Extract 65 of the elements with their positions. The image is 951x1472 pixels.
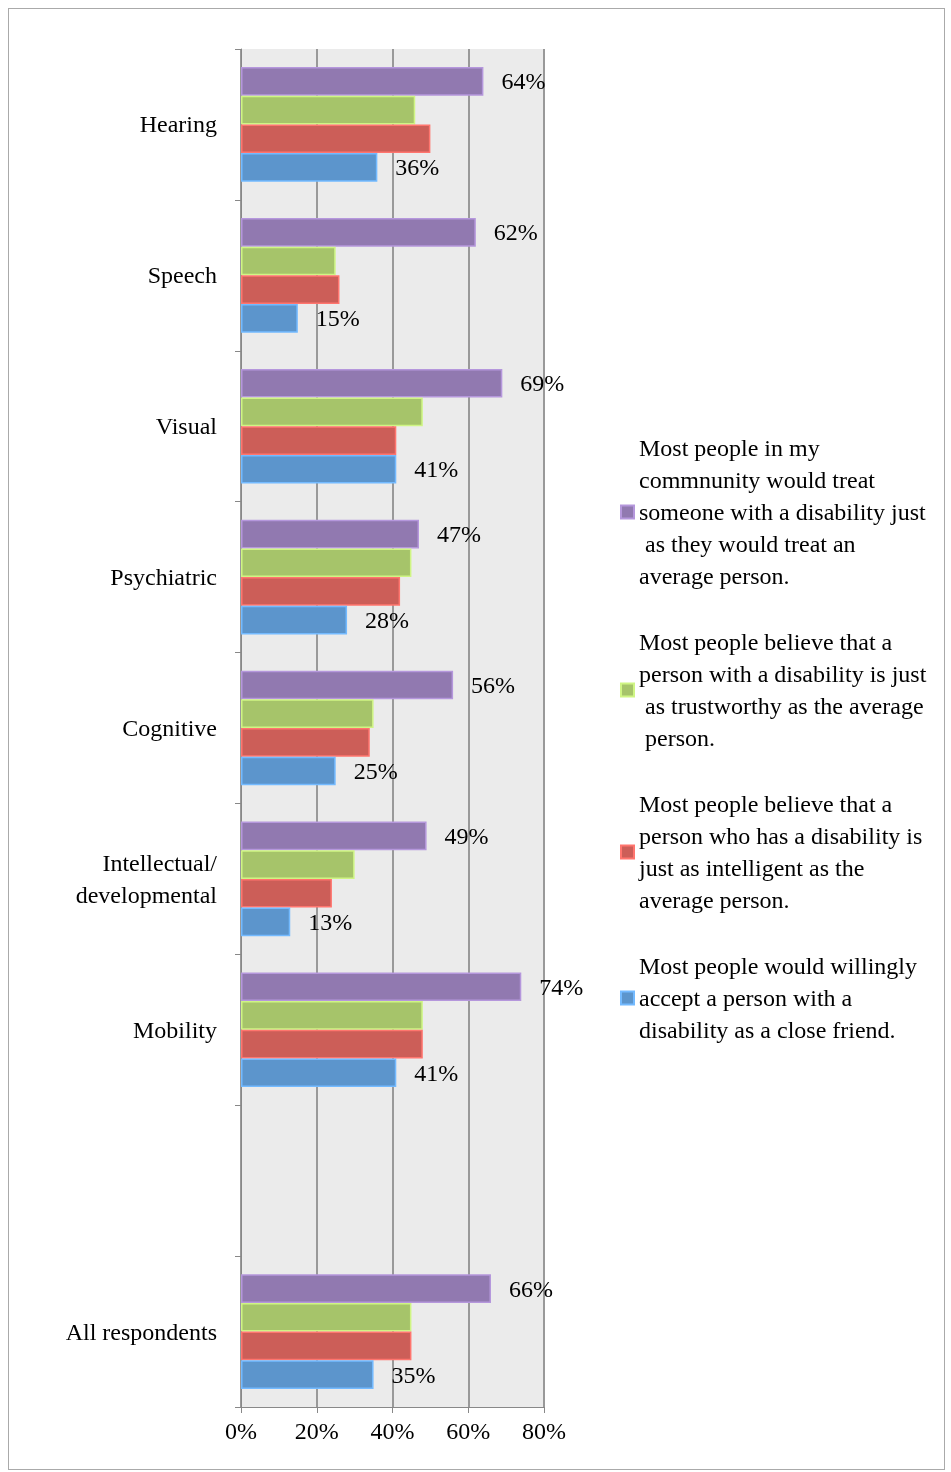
legend-label: Most people would willingly accept a person with a disability as a close friend. <box>639 953 923 1043</box>
bar <box>241 1058 397 1088</box>
data-label: 35% <box>391 1361 436 1388</box>
y-tick-label: Mobility <box>132 1016 217 1043</box>
data-label: 41% <box>414 456 459 483</box>
data-label: 47% <box>437 521 482 548</box>
data-label: 66% <box>508 1275 553 1302</box>
data-label: 36% <box>395 154 440 181</box>
data-label: 69% <box>520 370 565 397</box>
y-tick-label: Speech <box>147 262 217 289</box>
y-tick-label: Visual <box>155 413 218 440</box>
bar <box>241 368 503 398</box>
y-tick-label: Intellectual/ developmental <box>75 849 218 908</box>
data-label: 62% <box>493 219 538 246</box>
bar <box>241 519 420 549</box>
bar <box>241 548 412 578</box>
bar <box>241 304 298 333</box>
x-tick-label: 60% <box>446 1418 491 1444</box>
bar <box>241 275 340 304</box>
bar <box>241 1274 491 1303</box>
bar <box>241 218 476 247</box>
data-label: 56% <box>471 672 516 698</box>
x-tick-label: 40% <box>370 1418 415 1444</box>
bar <box>241 821 427 851</box>
y-tick-label: Hearing <box>139 111 217 138</box>
bar <box>241 972 522 1002</box>
bar <box>241 878 332 908</box>
bar <box>241 397 423 427</box>
data-label: 28% <box>365 607 410 634</box>
bar <box>241 1331 412 1361</box>
bar <box>241 454 397 484</box>
data-label: 41% <box>414 1059 459 1086</box>
legend-label: Most people believe that a person who has a disability is just as intelligent as the average person. <box>638 791 929 913</box>
data-label: 74% <box>539 973 584 1000</box>
bar <box>241 850 355 879</box>
bar <box>241 728 370 757</box>
y-tick-label: Psychiatric <box>110 564 217 591</box>
bar <box>241 1001 423 1030</box>
bar <box>241 95 416 125</box>
data-label: 15% <box>315 305 360 332</box>
bar <box>241 670 454 700</box>
bar <box>241 699 374 728</box>
bar <box>241 1360 374 1389</box>
x-tick-label: 20% <box>294 1418 339 1444</box>
bar <box>241 153 378 182</box>
y-tick-label: All respondents <box>65 1318 217 1345</box>
y-tick-label: Cognitive <box>122 715 217 741</box>
bar <box>241 907 291 937</box>
bar <box>241 577 401 606</box>
x-tick-label: 0% <box>225 1418 257 1444</box>
bar <box>241 246 336 276</box>
data-label: 64% <box>501 68 546 95</box>
data-label: 13% <box>308 908 353 935</box>
data-label: 49% <box>444 822 489 849</box>
bar <box>241 756 336 786</box>
bar <box>241 1302 412 1332</box>
x-tick-label: 80% <box>522 1418 566 1444</box>
bar <box>241 124 431 154</box>
bar <box>241 426 397 455</box>
legend-label: Most people in my commnunity would treat someone with a disability just as they would treat an average person. <box>639 435 926 589</box>
data-label: 25% <box>353 758 398 784</box>
bar <box>241 605 348 635</box>
bar <box>241 67 484 96</box>
bar <box>241 1029 423 1059</box>
legend-label: Most people believe that a person with a disability is just as trustworthy as the average person. <box>639 629 927 751</box>
